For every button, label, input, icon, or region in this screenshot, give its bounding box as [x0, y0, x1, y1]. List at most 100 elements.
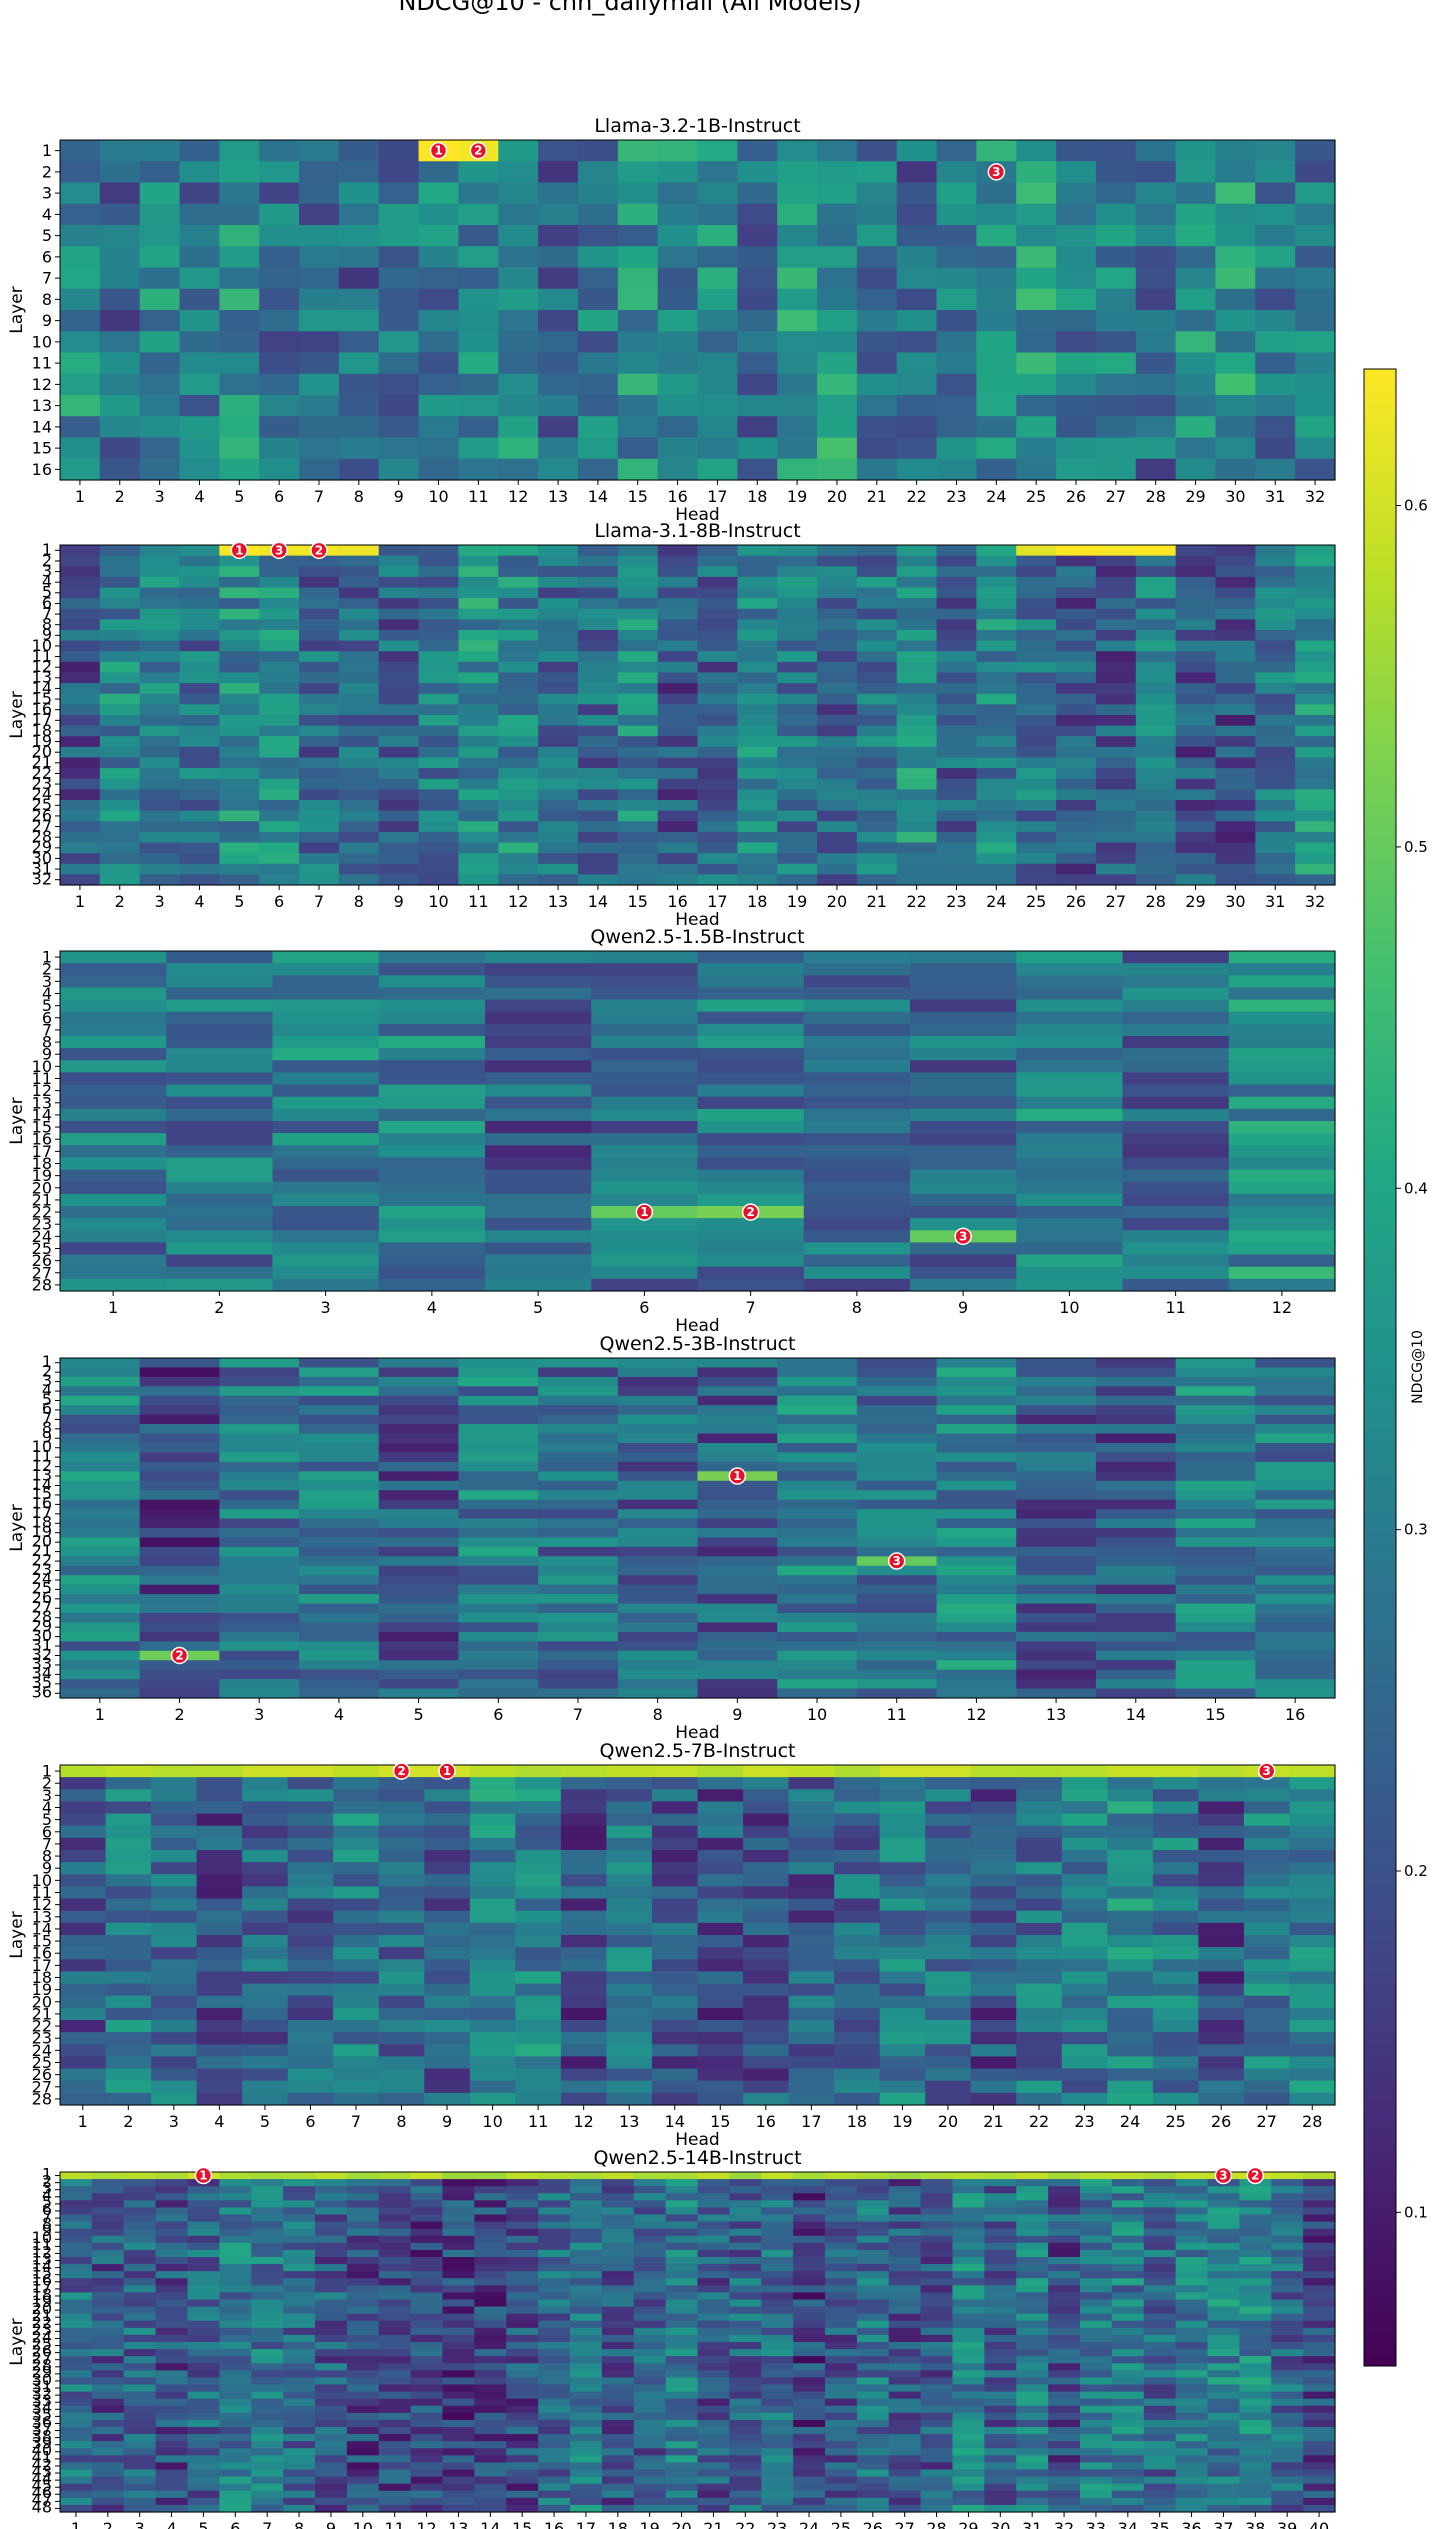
heatmap-cell [346, 2242, 380, 2251]
heatmap-cell [617, 683, 659, 695]
heatmap-cell [538, 2249, 571, 2258]
heatmap-cell [925, 2044, 972, 2058]
heatmap-cell [1095, 1386, 1177, 1397]
y-tick-label: 25 [32, 1579, 52, 1598]
heatmap-cell [896, 736, 938, 748]
heatmap-cell [657, 161, 699, 184]
heatmap-cell [299, 1622, 380, 1633]
heatmap-cell [469, 1983, 516, 1997]
heatmap-cell [803, 1181, 911, 1195]
heatmap-cell [219, 1395, 300, 1406]
heatmap-cell [485, 1096, 592, 1110]
heatmap-cell [1016, 1789, 1063, 1803]
heatmap-cell [577, 545, 619, 557]
heatmap-cell [1303, 2264, 1336, 2272]
heatmap-cell [952, 2356, 985, 2364]
heatmap-cell [538, 2285, 571, 2294]
y-tick-label: 10 [32, 332, 52, 351]
heatmap-cell [506, 2306, 539, 2315]
heatmap-cell [485, 1181, 592, 1195]
heatmap-cell [410, 2306, 444, 2315]
heatmap-cell [697, 1528, 778, 1539]
heatmap-cell [1271, 2278, 1304, 2286]
heatmap-cell [1175, 2306, 1209, 2315]
heatmap-cell [242, 1765, 289, 1778]
heatmap-cell [825, 2228, 858, 2237]
heatmap-cell [1198, 1910, 1245, 1924]
heatmap-cell [139, 1565, 220, 1576]
heatmap-cell [474, 2242, 507, 2251]
heatmap-cell [777, 1631, 858, 1642]
heatmap-cell [515, 2092, 562, 2106]
heatmap-cell [879, 1837, 926, 1851]
heatmap-cell [976, 310, 1017, 332]
heatmap-cell [1175, 1471, 1256, 1482]
heatmap-cell [1048, 2200, 1081, 2209]
heatmap-cell [743, 1862, 790, 1875]
heatmap-cell [761, 2193, 794, 2201]
heatmap-cell [577, 458, 619, 481]
x-tick-label: 18 [747, 892, 767, 911]
heatmap-cell [469, 1947, 516, 1960]
rank-marker-label: 1 [443, 1764, 451, 1778]
y-tick-label: 5 [42, 1390, 52, 1409]
y-tick-label: 33 [32, 1654, 52, 1673]
heatmap-cell [856, 821, 898, 833]
y-tick-label: 13 [32, 668, 52, 687]
heatmap-cell [970, 1983, 1017, 1997]
heatmap-cell [1016, 693, 1057, 705]
heatmap-cell [1122, 1254, 1230, 1268]
x-tick-label: 14 [588, 487, 608, 506]
x-tick-label: 6 [274, 487, 284, 506]
heatmap-cell [538, 2179, 571, 2187]
heatmap-cell [856, 715, 898, 727]
heatmap-cell [856, 352, 898, 375]
heatmap-cell [1016, 2264, 1049, 2272]
heatmap-cell [378, 1443, 460, 1454]
heatmap-cell [657, 587, 699, 599]
heatmap-cell [856, 661, 898, 674]
heatmap-cell [856, 2228, 890, 2237]
heatmap-cell [442, 2242, 475, 2251]
heatmap-cell [283, 2228, 316, 2237]
heatmap-cell [538, 1386, 619, 1397]
heatmap-cell [761, 2306, 794, 2315]
heatmap-cell [99, 545, 141, 557]
heatmap-cell [139, 842, 181, 854]
heatmap-cell [166, 1036, 274, 1049]
heatmap-cell [187, 2334, 220, 2343]
heatmap-cell [856, 2186, 890, 2194]
heatmap-cell [538, 246, 579, 269]
heatmap-cell [1271, 2349, 1304, 2357]
heatmap-cell [761, 2271, 794, 2279]
heatmap-cell [515, 2007, 562, 2021]
heatmap-cell [570, 2264, 603, 2272]
heatmap-cell [697, 1765, 744, 1778]
heatmap-cell [952, 2299, 985, 2308]
heatmap-cell [617, 1584, 699, 1595]
heatmap-cell [469, 1886, 516, 1900]
heatmap-cell [761, 2299, 794, 2308]
heatmap-cell [1215, 874, 1256, 886]
heatmap-cell [1271, 2356, 1304, 2364]
heatmap-cell [1095, 1376, 1177, 1387]
y-tick-label: 8 [42, 615, 52, 634]
heatmap-cell [1243, 1910, 1291, 1924]
y-tick-label: 16 [32, 1494, 52, 1513]
heatmap-cell [617, 821, 659, 833]
heatmap-cell [474, 2356, 507, 2364]
heatmap-cell [617, 1490, 699, 1501]
heatmap-cell [60, 1011, 167, 1025]
heatmap-cell [219, 2271, 252, 2279]
heatmap-cell [418, 715, 460, 727]
heatmap-cell [60, 2092, 107, 2106]
y-tick-label: 16 [32, 1944, 52, 1963]
heatmap-cell [910, 1169, 1017, 1183]
heatmap-cell [777, 1556, 858, 1567]
heatmap-cell [166, 1169, 274, 1183]
x-tick-label: 3 [321, 1298, 331, 1317]
heatmap-cell [788, 1777, 835, 1790]
heatmap-cell [817, 555, 858, 567]
y-tick-label: 21 [32, 1190, 52, 1209]
heatmap-cell [155, 2320, 189, 2329]
